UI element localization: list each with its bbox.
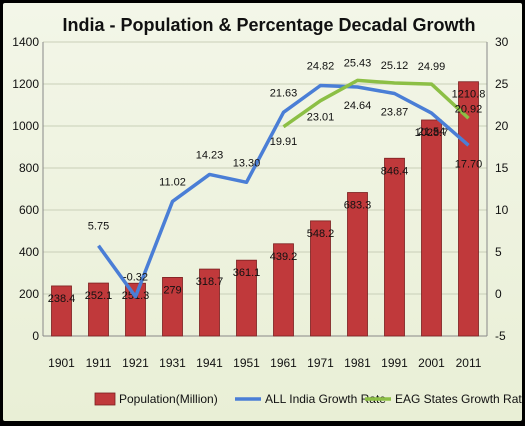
x-tick-label: 2011 <box>456 356 482 370</box>
eag-data-label: 23.01 <box>307 112 335 124</box>
chart-title: India - Population & Percentage Decadal … <box>62 15 475 35</box>
population-bar <box>421 119 442 337</box>
population-bar <box>347 192 368 337</box>
population-data-label: 846.4 <box>381 165 409 177</box>
population-data-label: 683.3 <box>344 200 372 212</box>
x-tick-label: 1911 <box>86 356 112 370</box>
population-bar <box>273 243 294 337</box>
population-bar <box>384 157 405 337</box>
x-tick-label: 1961 <box>270 356 297 370</box>
chart-frame: India - Population & Percentage Decadal … <box>3 3 525 421</box>
population-bar <box>199 268 220 337</box>
population-data-label: 439.2 <box>270 251 298 263</box>
x-tick-label: 1971 <box>307 356 334 370</box>
population-data-label: 361.1 <box>233 267 261 279</box>
population-bar <box>236 259 257 337</box>
y-tick-label: 1400 <box>12 35 39 49</box>
eag-growth-line <box>282 78 470 129</box>
all-india-data-label: 17.70 <box>455 158 483 170</box>
legend-label: ALL India Growth Rate <box>265 392 386 406</box>
population-data-label: 1028.7 <box>415 127 449 139</box>
y2-tick-label: 25 <box>495 77 509 91</box>
y-tick-label: 1000 <box>12 119 39 133</box>
population-bar <box>88 282 109 337</box>
y-tick-label: 1200 <box>12 77 39 91</box>
y2-tick-label: 5 <box>495 245 502 259</box>
legend-label: EAG States Growth Rate <box>395 392 522 406</box>
eag-data-label: 19.91 <box>270 136 298 148</box>
y-tick-label: 800 <box>19 161 39 175</box>
x-tick-label: 1991 <box>381 356 408 370</box>
all-india-data-label: -0.32 <box>123 272 148 284</box>
population-bar <box>125 282 146 337</box>
all-india-data-label: 21.63 <box>270 87 298 99</box>
y2-tick-label: 10 <box>495 203 509 217</box>
eag-data-label: 20.92 <box>455 103 483 115</box>
all-india-data-label: 14.23 <box>196 149 224 161</box>
eag-data-label: 25.43 <box>344 57 372 69</box>
all-india-data-label: 24.82 <box>307 61 335 73</box>
population-data-label: 252.1 <box>85 290 113 302</box>
legend-swatch-population <box>94 392 116 406</box>
population-data-label: 318.7 <box>196 276 224 288</box>
y2-tick-label: 20 <box>495 119 509 133</box>
eag-data-label: 25.12 <box>381 60 409 72</box>
legend-label: Population(Million) <box>119 392 218 406</box>
population-data-label: 1210.8 <box>452 89 486 101</box>
x-tick-label: 2001 <box>418 356 445 370</box>
x-tick-label: 1921 <box>122 356 149 370</box>
all-india-data-label: 13.30 <box>233 157 261 169</box>
population-bar <box>310 220 331 337</box>
all-india-data-label: 21.54 <box>418 126 446 138</box>
x-tick-label: 1951 <box>233 356 260 370</box>
y2-tick-label: 30 <box>495 35 509 49</box>
y-tick-label: 600 <box>19 203 39 217</box>
population-data-label: 548.2 <box>307 228 335 240</box>
x-tick-label: 1941 <box>196 356 223 370</box>
population-data-label: 279 <box>163 284 181 296</box>
population-bar <box>458 81 479 337</box>
population-bar <box>162 277 183 337</box>
eag-data-label: 24.99 <box>418 61 446 73</box>
y-tick-label: 400 <box>19 245 39 259</box>
x-tick-label: 1981 <box>344 356 371 370</box>
population-data-label: 238.4 <box>48 293 76 305</box>
all-india-data-label: 11.02 <box>159 176 186 188</box>
all-india-data-label: 5.75 <box>88 221 109 233</box>
y2-tick-label: 0 <box>495 287 502 301</box>
y-tick-label: 200 <box>19 287 39 301</box>
x-tick-label: 1931 <box>159 356 186 370</box>
y2-tick-label: 15 <box>495 161 509 175</box>
chart-svg: India - Population & Percentage Decadal … <box>12 15 525 406</box>
all-india-growth-line <box>97 83 470 299</box>
population-bar <box>51 285 72 337</box>
x-tick-label: 1901 <box>48 356 75 370</box>
all-india-data-label: 23.87 <box>381 106 409 118</box>
all-india-data-label: 24.64 <box>344 100 372 112</box>
y-tick-label: 0 <box>32 329 39 343</box>
y2-tick-label: -5 <box>495 329 506 343</box>
